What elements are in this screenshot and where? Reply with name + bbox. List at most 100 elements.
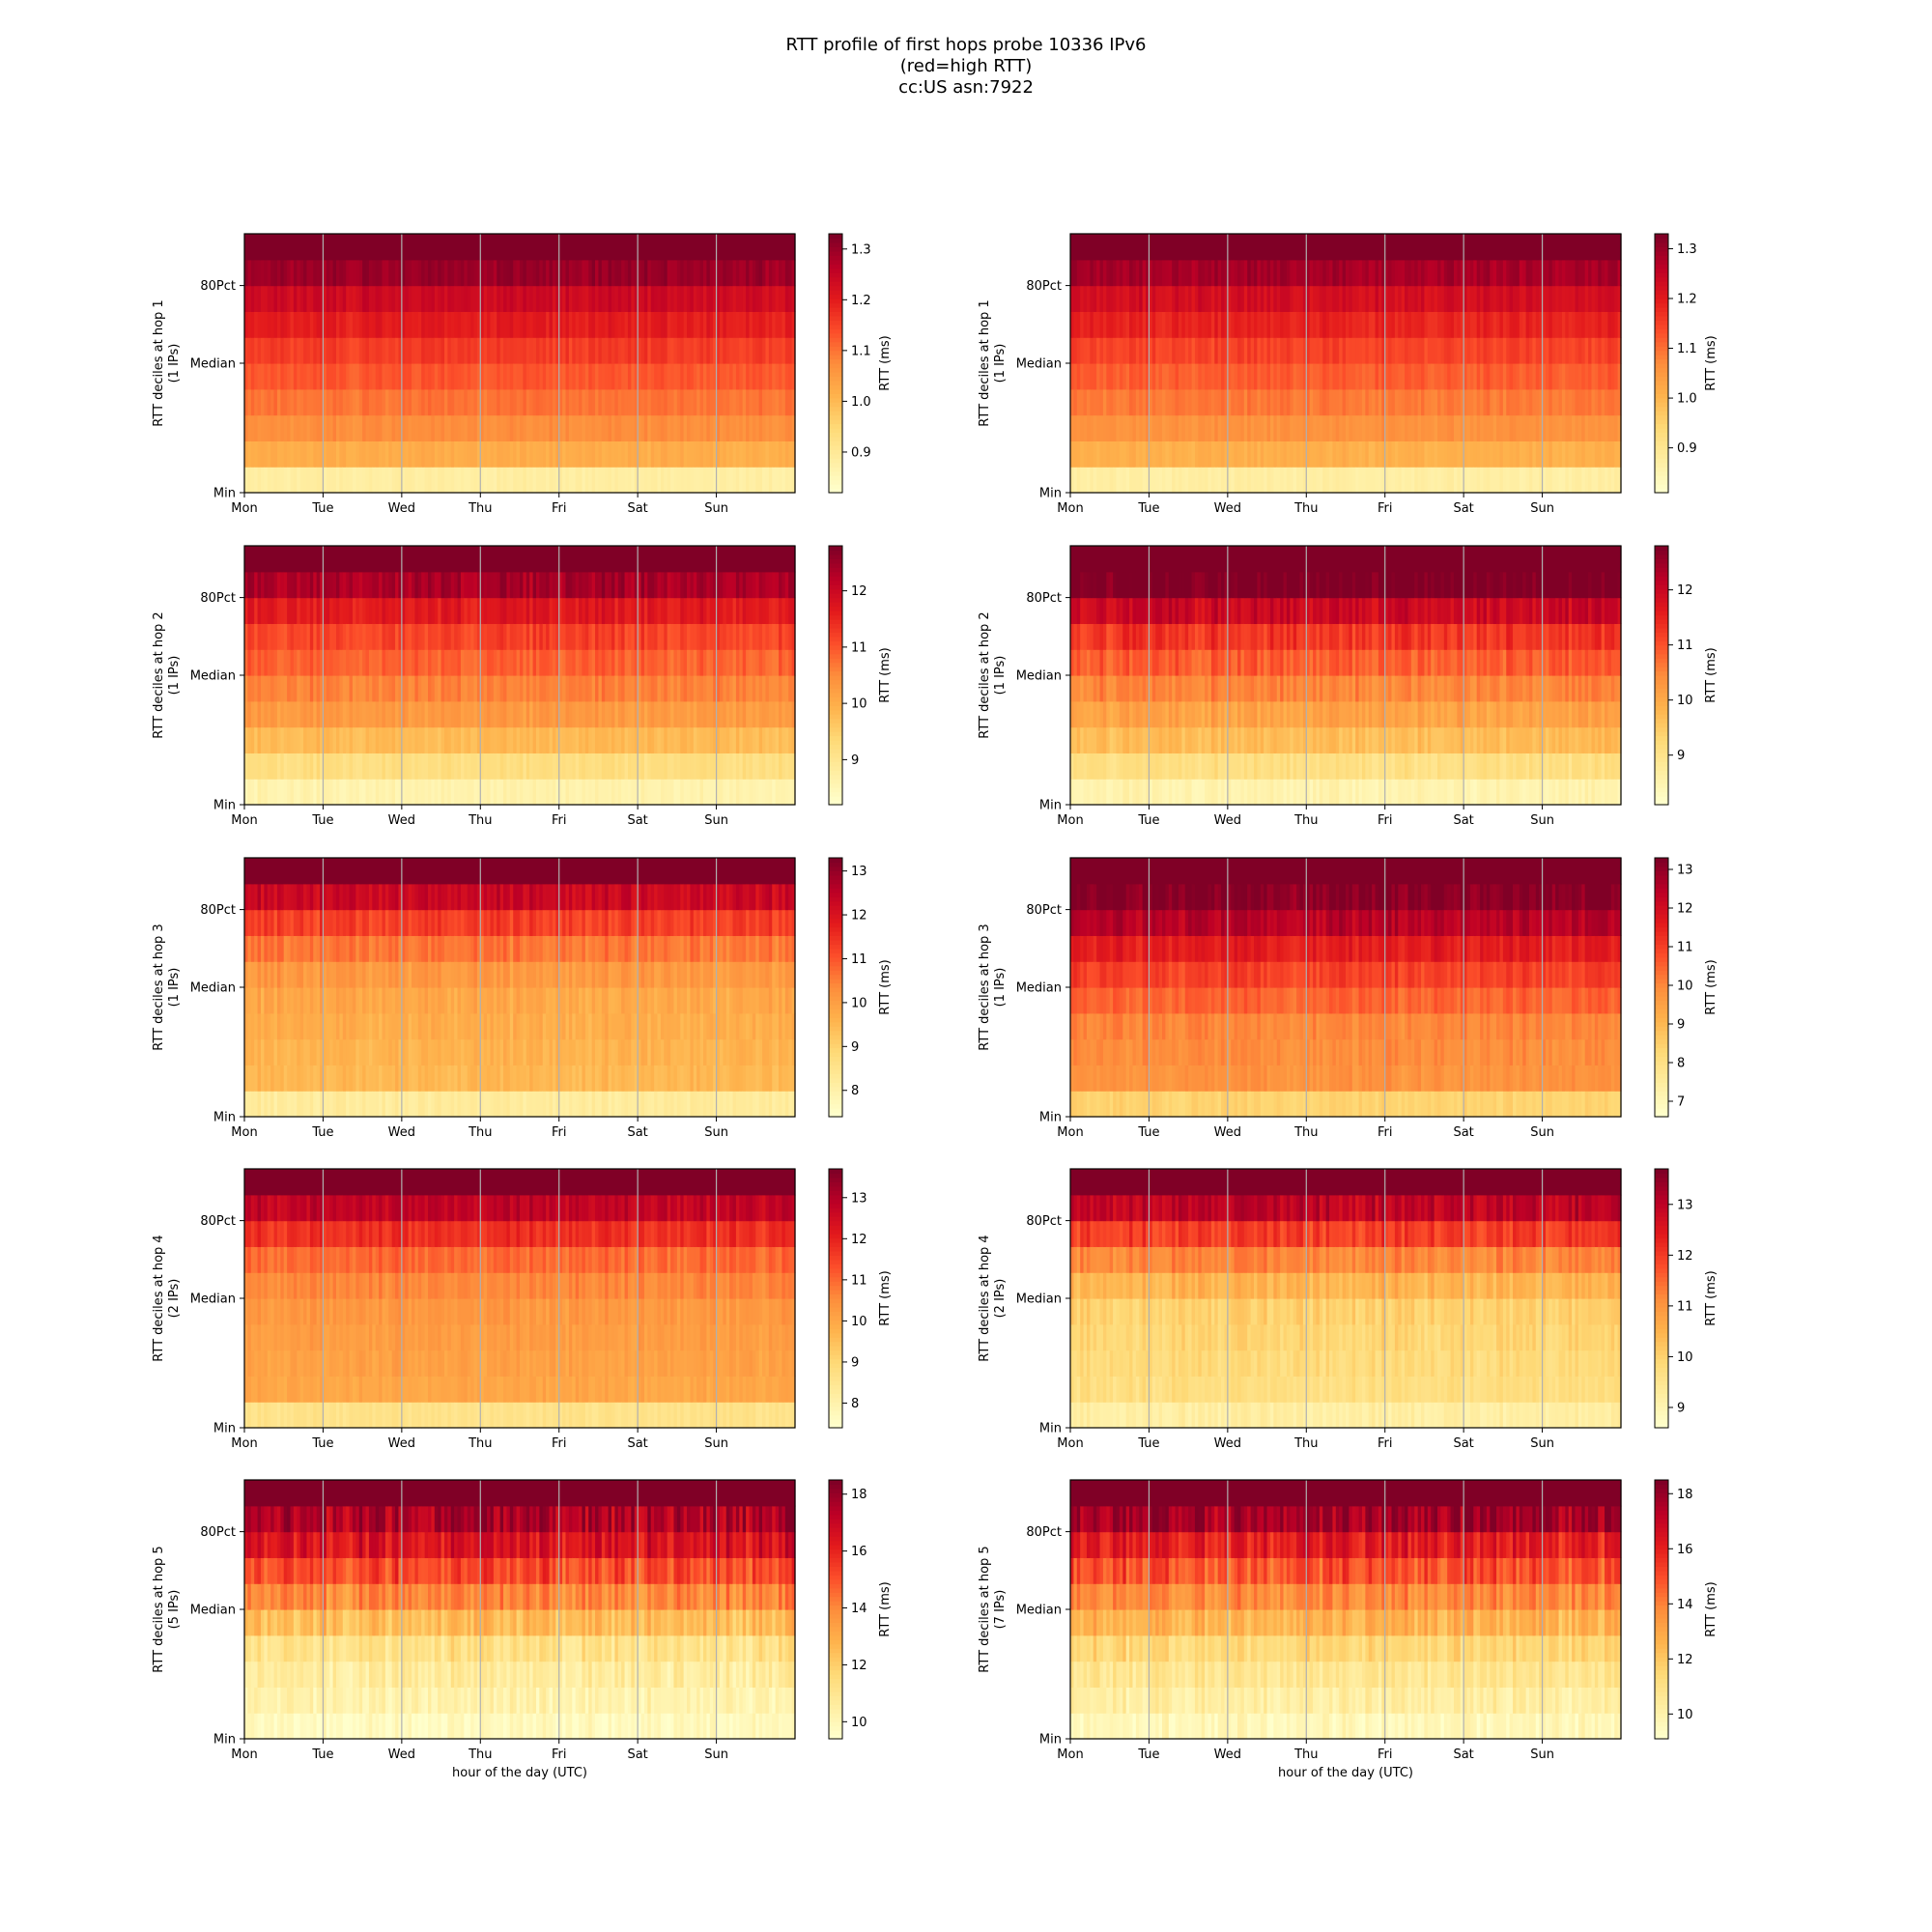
heatmap-cell [1266,440,1271,468]
heatmap-cell [1375,467,1379,494]
heatmap-cell [290,700,295,728]
heatmap-cell [1178,467,1182,494]
heatmap-cell [499,234,504,261]
heatmap-cell [752,363,756,390]
heatmap-cell [264,440,269,468]
heatmap-cell [1119,259,1123,287]
heatmap-cell [1184,467,1189,494]
heatmap-cell [1361,363,1366,390]
heatmap-cell [1519,234,1523,261]
heatmap-cell [1607,337,1612,364]
x-tick-label: Sat [627,501,647,516]
colorbar-segment [1655,294,1668,299]
colorbar-segment [1655,306,1668,312]
heatmap-cell [562,388,567,416]
heatmap-cell [398,311,403,338]
heatmap-cell [634,363,639,390]
heatmap-cell [1224,414,1229,441]
heatmap-cell [627,259,632,287]
heatmap-cell [487,388,492,416]
heatmap-cell [791,337,796,364]
heatmap-cell [428,234,432,261]
heatmap-cell [670,363,675,390]
heatmap-cell [1257,234,1262,261]
heatmap-cell [1480,234,1485,261]
heatmap-cell [267,440,271,468]
heatmap-cell [290,597,295,624]
heatmap-cell [1417,285,1422,312]
heatmap-cell [1598,259,1603,287]
heatmap-cell [1378,311,1382,338]
heatmap-cell [454,388,459,416]
heatmap-cell [395,467,400,494]
heatmap-cell [742,467,747,494]
heatmap-cell [421,726,426,753]
heatmap-cell [464,467,469,494]
heatmap-cell [660,259,665,287]
heatmap-cell [1293,363,1297,390]
heatmap-cell [1410,234,1415,261]
colorbar-segment [829,484,842,490]
colorbar-segment [1655,419,1668,425]
heatmap-cell [1617,259,1622,287]
heatmap-cell [506,467,511,494]
heatmap-cell [264,546,269,573]
heatmap-cell [1247,285,1252,312]
heatmap-cell [476,234,481,261]
heatmap-cell [1099,363,1104,390]
heatmap-cell [572,259,577,287]
heatmap-cell [440,259,445,287]
heatmap-cell [1607,363,1612,390]
heatmap-cell [1306,440,1311,468]
heatmap-cell [1224,440,1229,468]
heatmap-cell [365,311,370,338]
heatmap-cell [647,337,652,364]
heatmap-cell [539,285,544,312]
heatmap-cell [1165,285,1170,312]
heatmap-cell [450,363,455,390]
heatmap-cell [323,234,327,261]
y-tick-label: Min [213,487,236,501]
heatmap-cell [1139,285,1144,312]
heatmap-cell [1486,259,1491,287]
heatmap-cell [365,234,370,261]
heatmap-cell [329,649,334,676]
heatmap-cell [1476,414,1481,441]
heatmap-cell [1522,363,1527,390]
heatmap-cell [575,311,580,338]
heatmap-cell [1594,259,1599,287]
heatmap-cell [1561,363,1566,390]
heatmap-cell [309,753,314,780]
heatmap-cell [1605,388,1609,416]
heatmap-cell [270,388,275,416]
heatmap-cell [1086,467,1091,494]
heatmap-cell [621,311,626,338]
heatmap-cell [1264,388,1268,416]
heatmap-cell [313,259,318,287]
heatmap-cell [1264,285,1268,312]
heatmap-cell [483,259,488,287]
heatmap-cell [716,440,721,468]
heatmap-cell [1378,234,1382,261]
heatmap-cell [417,234,422,261]
heatmap-cell [687,285,692,312]
heatmap-cell [1257,440,1262,468]
heatmap-cell [1457,311,1462,338]
heatmap-cell [1460,311,1464,338]
heatmap-cell [247,597,252,624]
heatmap-cell [1168,234,1173,261]
heatmap-cell [457,467,462,494]
heatmap-cell [542,414,547,441]
heatmap-cell [1391,285,1396,312]
heatmap-cell [680,388,685,416]
heatmap-cell [244,779,248,806]
heatmap-cell [535,467,540,494]
heatmap-cell [352,649,356,676]
heatmap-cell [1210,363,1215,390]
heatmap-cell [687,440,692,468]
heatmap-cell [487,467,492,494]
colorbar-segment [829,242,842,247]
heatmap-cell [1502,440,1507,468]
heatmap-cell [716,285,721,312]
heatmap-cell [614,311,619,338]
